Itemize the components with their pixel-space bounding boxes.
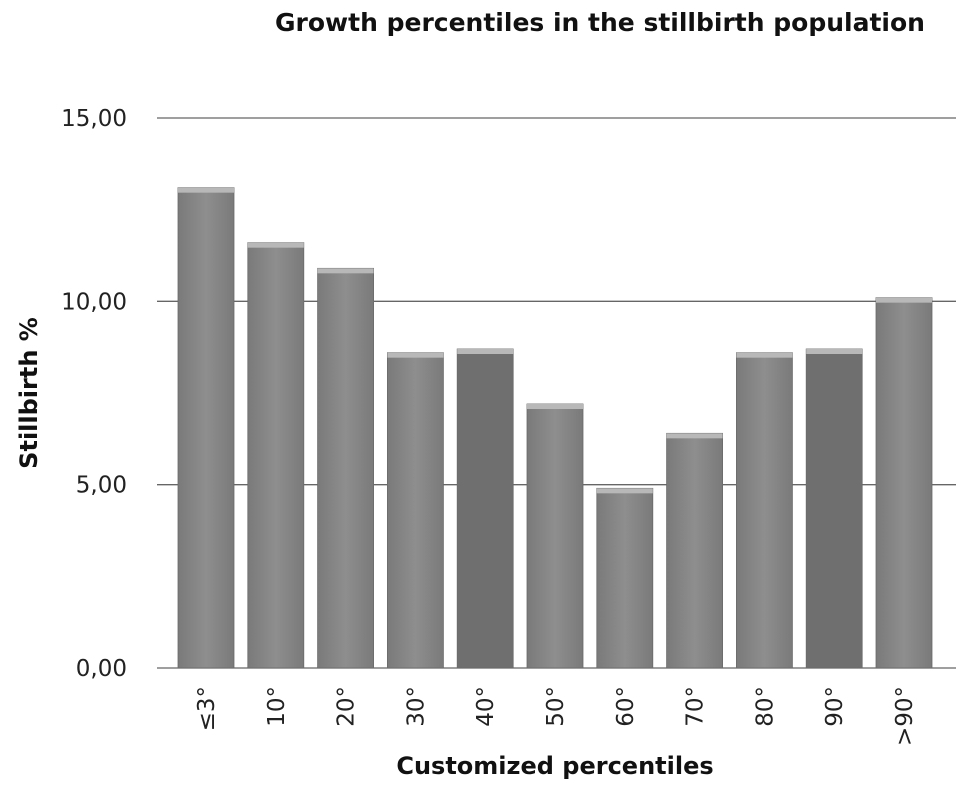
bar-top-highlight [247,242,304,248]
bar-top-highlight [736,352,793,358]
bar-body [247,242,305,669]
bar-top-highlight [178,187,234,193]
bar [456,348,514,669]
bar [247,242,305,669]
bar-body [875,297,933,669]
y-tick-label: 0,00 [76,656,127,682]
x-tick-label: 90° [822,686,848,727]
bars [177,187,933,669]
x-tick-label: 80° [752,686,778,727]
chart-title: Growth percentiles in the stillbirth pop… [275,8,925,37]
bar-top-highlight [457,349,514,354]
x-tick-label: 30° [403,686,429,727]
bar-body [805,348,863,669]
bar-body [526,403,584,669]
bar-top-highlight [876,297,932,303]
bar [875,297,933,669]
x-tick-label: ≤3° [194,686,220,731]
bar [666,432,723,669]
x-tick-label: 10° [264,686,290,727]
x-tick-label: >90° [892,686,918,746]
bar [526,403,584,669]
y-tick-label: 5,00 [76,473,127,499]
bar [736,352,793,669]
x-tick-label: 60° [613,686,639,727]
bar [386,352,444,669]
bar-body [456,348,514,669]
bar-body [666,432,723,669]
y-axis-label: Stillbirth % [15,317,43,469]
y-tick-label: 15,00 [61,106,127,132]
bar [805,348,863,669]
bar-top-highlight [527,404,583,409]
bar-top-highlight [806,349,863,354]
bar [317,267,375,669]
bar-top-highlight [666,433,723,439]
y-tick-label: 10,00 [61,289,127,315]
bar [177,187,235,669]
x-tick-label: 50° [543,686,569,727]
x-tick-label: 20° [334,686,360,727]
bar-body [317,267,375,669]
bar-body [736,352,793,669]
bar-top-highlight [387,352,444,358]
bar-top-highlight [317,268,374,274]
x-tick-label: 40° [473,686,499,727]
bar-body [386,352,444,669]
x-axis-label: Customized percentiles [396,752,713,780]
y-axis-ticks: 0,00 5,00 10,00 15,00 [61,106,127,682]
x-axis-ticks: ≤3° 10° 20° 30° 40° 50° 60° 70° 80° 90° >90° [194,686,918,746]
bar-top-highlight [596,488,653,494]
bar-body [177,187,235,669]
bar [596,487,654,669]
x-tick-label: 70° [683,686,709,727]
bar-body [596,487,654,669]
